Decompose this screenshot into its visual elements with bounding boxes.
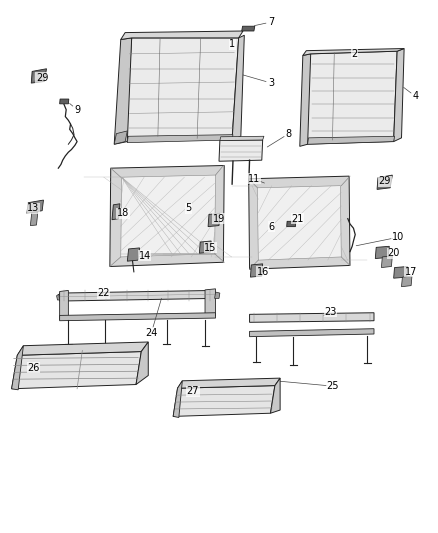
Text: 1: 1 [229, 39, 235, 49]
Polygon shape [249, 176, 350, 269]
Polygon shape [375, 246, 389, 259]
Text: 3: 3 [268, 78, 275, 88]
Text: 4: 4 [413, 91, 419, 101]
Polygon shape [250, 329, 374, 337]
Polygon shape [303, 49, 404, 55]
Text: 24: 24 [145, 328, 158, 338]
Polygon shape [110, 165, 224, 266]
Text: 5: 5 [185, 203, 191, 213]
Polygon shape [17, 342, 148, 356]
Polygon shape [121, 175, 215, 257]
Polygon shape [377, 175, 392, 189]
Polygon shape [27, 200, 43, 213]
Text: 19: 19 [213, 214, 225, 224]
Polygon shape [258, 185, 341, 260]
Polygon shape [125, 38, 239, 142]
Text: 25: 25 [326, 381, 339, 391]
Polygon shape [12, 346, 23, 390]
Polygon shape [307, 136, 395, 144]
Polygon shape [177, 378, 280, 388]
Text: 2: 2 [351, 49, 357, 59]
Polygon shape [114, 38, 132, 144]
Text: 10: 10 [392, 232, 404, 243]
Text: 9: 9 [74, 104, 80, 115]
Polygon shape [394, 266, 408, 278]
Polygon shape [114, 131, 127, 144]
Polygon shape [136, 342, 148, 384]
Polygon shape [300, 54, 311, 147]
Text: 8: 8 [286, 128, 292, 139]
Polygon shape [287, 221, 296, 227]
Polygon shape [219, 140, 263, 161]
Polygon shape [30, 212, 38, 225]
Polygon shape [220, 136, 264, 141]
Text: 27: 27 [187, 386, 199, 397]
Text: 11: 11 [248, 174, 260, 184]
Polygon shape [251, 264, 263, 277]
Polygon shape [127, 135, 233, 143]
Polygon shape [205, 289, 215, 317]
Polygon shape [173, 385, 275, 416]
Text: 23: 23 [324, 306, 336, 317]
Polygon shape [379, 179, 391, 187]
Text: 13: 13 [27, 203, 39, 213]
Text: 7: 7 [268, 17, 275, 27]
Polygon shape [31, 69, 46, 83]
Text: 29: 29 [379, 176, 391, 187]
Polygon shape [121, 31, 243, 39]
Text: 17: 17 [405, 267, 417, 277]
Polygon shape [199, 241, 211, 253]
Polygon shape [60, 99, 69, 104]
Polygon shape [127, 248, 140, 261]
Polygon shape [306, 51, 397, 144]
Text: 18: 18 [117, 208, 129, 219]
Text: 26: 26 [27, 362, 39, 373]
Polygon shape [57, 294, 60, 300]
Polygon shape [271, 378, 280, 413]
Text: 22: 22 [97, 288, 110, 298]
Polygon shape [60, 290, 68, 320]
Text: 6: 6 [268, 222, 275, 232]
Polygon shape [208, 213, 220, 227]
Text: 20: 20 [388, 248, 400, 258]
Polygon shape [250, 313, 374, 322]
Text: 21: 21 [291, 214, 304, 224]
Polygon shape [402, 276, 412, 287]
Polygon shape [394, 49, 404, 142]
Text: 16: 16 [257, 267, 269, 277]
Polygon shape [242, 26, 255, 31]
Polygon shape [173, 381, 182, 417]
Text: 29: 29 [36, 73, 48, 83]
Text: 14: 14 [139, 251, 151, 261]
Polygon shape [12, 352, 141, 389]
Polygon shape [60, 313, 215, 321]
Polygon shape [232, 35, 244, 140]
Polygon shape [33, 72, 45, 80]
Polygon shape [60, 290, 215, 301]
Polygon shape [215, 292, 220, 298]
Text: 15: 15 [204, 243, 216, 253]
Polygon shape [381, 256, 392, 268]
Polygon shape [112, 204, 120, 220]
